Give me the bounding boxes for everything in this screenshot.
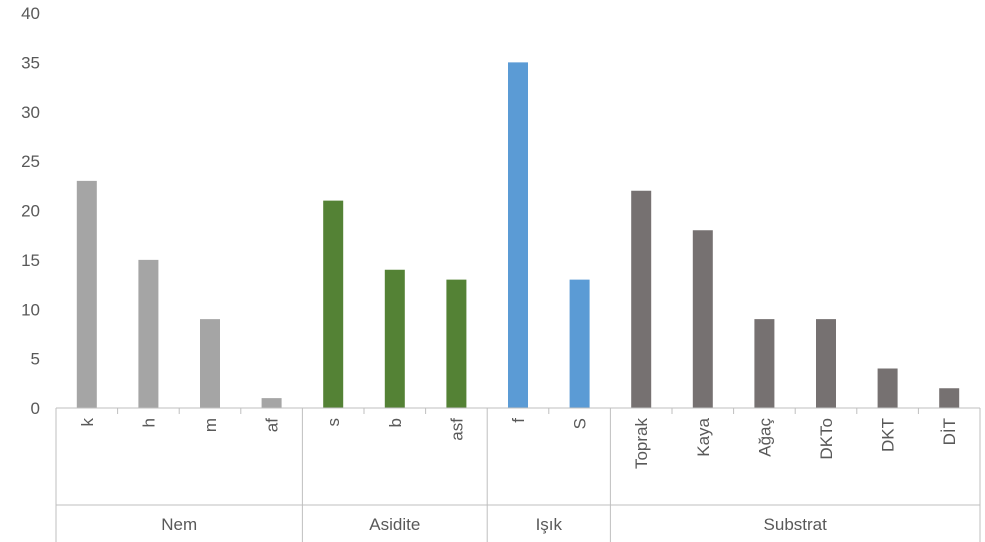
category-label-S: S	[571, 418, 590, 429]
bar-DİT	[939, 388, 960, 408]
bar-k	[76, 180, 97, 408]
bar-af	[261, 398, 282, 408]
category-label-asf: asf	[447, 418, 466, 441]
category-label-Ağaç: Ağaç	[755, 418, 774, 457]
category-label-DKTo: DKTo	[817, 418, 836, 460]
bar-Ağaç	[754, 319, 775, 408]
category-label-af: af	[263, 418, 282, 432]
y-tick-label: 5	[31, 350, 40, 369]
category-label-DİT: DİT	[940, 418, 959, 445]
y-axis-ticks: 0 5 10 15 20 25 30 35 40	[21, 4, 40, 418]
category-label-b: b	[386, 418, 405, 427]
group-label-Işık: Işık	[536, 515, 563, 534]
bar-h	[138, 259, 159, 408]
category-label-h: h	[139, 418, 158, 427]
bar-Toprak	[631, 190, 652, 408]
category-label-m: m	[201, 418, 220, 432]
bar-f	[508, 62, 528, 408]
bar-Kaya	[692, 230, 713, 408]
category-label-DKT: DKT	[879, 418, 898, 452]
category-label-Kaya: Kaya	[694, 417, 713, 456]
category-label-s: s	[324, 418, 343, 427]
y-tick-label: 10	[21, 300, 40, 319]
y-tick-label: 40	[21, 4, 40, 23]
bar-s	[323, 200, 344, 408]
group-label-Asidite: Asidite	[369, 515, 420, 534]
y-tick-label: 15	[21, 251, 40, 270]
group-labels: Nem Asidite Işık Substrat	[161, 515, 827, 534]
y-tick-label: 30	[21, 103, 40, 122]
y-tick-label: 25	[21, 152, 40, 171]
category-label-Toprak: Toprak	[632, 418, 651, 470]
bar-S	[569, 279, 590, 408]
group-label-Nem: Nem	[161, 515, 197, 534]
category-label-k: k	[78, 418, 97, 427]
y-tick-label: 35	[21, 53, 40, 72]
y-tick-label: 20	[21, 202, 40, 221]
group-label-Substrat: Substrat	[764, 515, 828, 534]
bar-m	[200, 319, 220, 408]
x-axis	[55, 407, 981, 542]
y-tick-label: 0	[31, 399, 40, 418]
category-labels: k h m af s b asf f S Toprak Kaya Ağaç DKTo DKT DİT	[78, 417, 959, 469]
bar-DKT	[877, 368, 898, 408]
bar-DKTo	[816, 319, 836, 408]
bars	[76, 62, 960, 408]
bar-b	[384, 269, 405, 408]
bar-asf	[446, 279, 467, 408]
category-label-f: f	[509, 418, 528, 423]
